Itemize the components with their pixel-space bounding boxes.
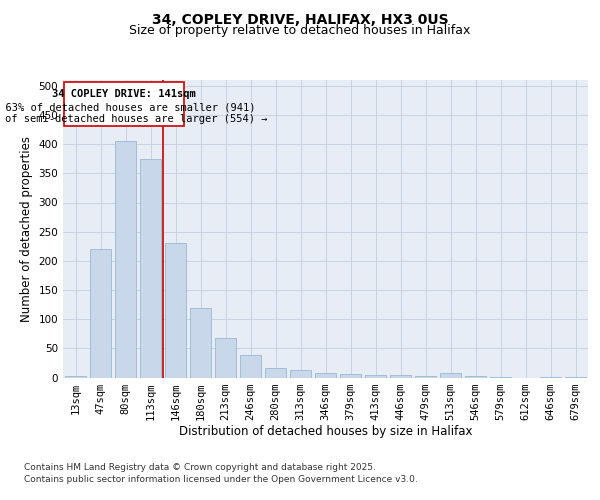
- X-axis label: Distribution of detached houses by size in Halifax: Distribution of detached houses by size …: [179, 426, 472, 438]
- Bar: [415, 376, 436, 378]
- Bar: [190, 308, 211, 378]
- Y-axis label: Number of detached properties: Number of detached properties: [20, 136, 33, 322]
- Bar: [265, 368, 286, 378]
- Text: Contains HM Land Registry data © Crown copyright and database right 2025.: Contains HM Land Registry data © Crown c…: [24, 462, 376, 471]
- Text: Contains public sector information licensed under the Open Government Licence v3: Contains public sector information licen…: [24, 475, 418, 484]
- Bar: [365, 374, 386, 378]
- Bar: [240, 356, 261, 378]
- Text: 34 COPLEY DRIVE: 141sqm: 34 COPLEY DRIVE: 141sqm: [52, 90, 196, 100]
- Bar: [290, 370, 311, 378]
- Bar: [465, 376, 486, 378]
- Bar: [340, 374, 361, 378]
- Bar: [490, 377, 511, 378]
- Bar: [540, 377, 561, 378]
- Bar: [65, 376, 86, 378]
- Bar: [165, 244, 186, 378]
- Text: ← 63% of detached houses are smaller (941): ← 63% of detached houses are smaller (94…: [0, 102, 256, 113]
- Text: 37% of semi-detached houses are larger (554) →: 37% of semi-detached houses are larger (…: [0, 114, 268, 124]
- Bar: [390, 374, 411, 378]
- Bar: [565, 377, 586, 378]
- Bar: [440, 374, 461, 378]
- Bar: [140, 159, 161, 378]
- Bar: [90, 249, 111, 378]
- Bar: [64, 82, 184, 126]
- Bar: [315, 373, 336, 378]
- Text: Size of property relative to detached houses in Halifax: Size of property relative to detached ho…: [130, 24, 470, 37]
- Text: 34, COPLEY DRIVE, HALIFAX, HX3 0US: 34, COPLEY DRIVE, HALIFAX, HX3 0US: [152, 12, 448, 26]
- Bar: [215, 338, 236, 378]
- Bar: [115, 141, 136, 378]
